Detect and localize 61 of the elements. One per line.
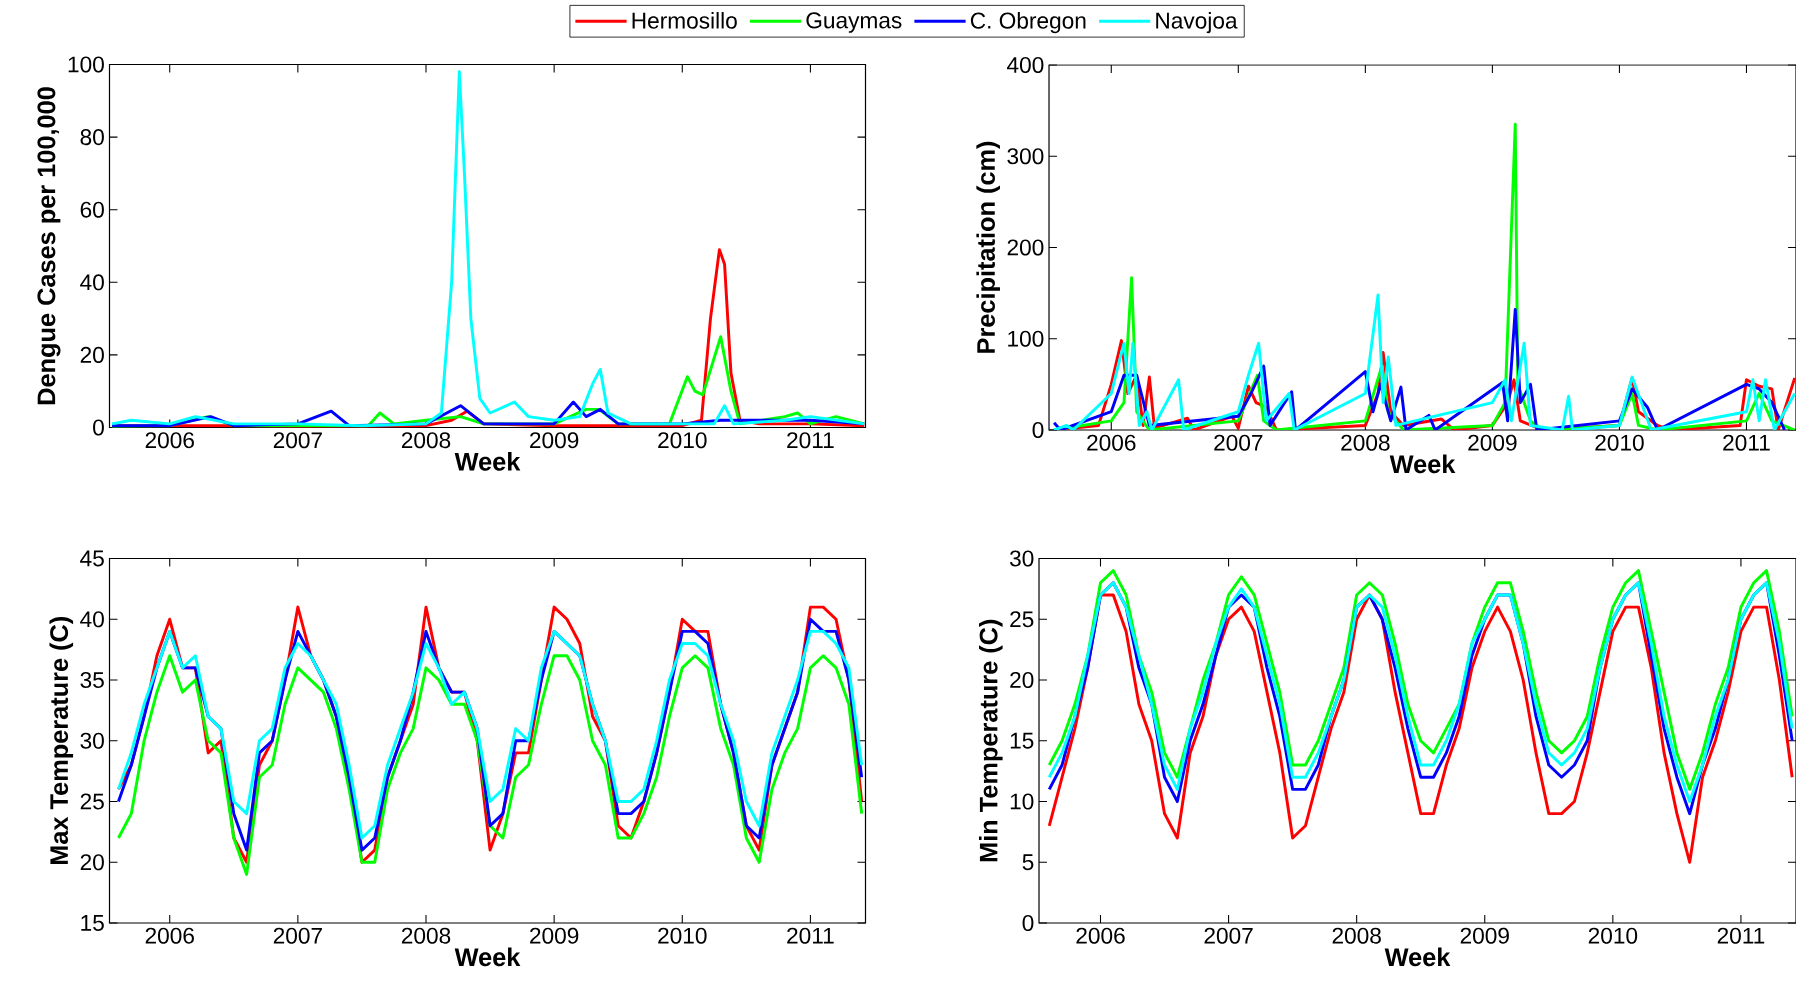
- x-axis-title: Week: [454, 947, 521, 967]
- x-tick-label: 2011: [787, 927, 834, 944]
- x-tick-label: 2006: [1087, 434, 1136, 451]
- x-tick-label: 2011: [1717, 927, 1765, 944]
- legend-label: C. Obregon: [970, 12, 1086, 34]
- x-tick-label: 2007: [273, 432, 322, 449]
- y-tick-label: 100: [1008, 330, 1044, 347]
- x-tick-label: 2007: [273, 927, 322, 944]
- x-tick-label: 2008: [1341, 434, 1390, 451]
- x-tick-label: 2009: [1460, 927, 1509, 944]
- y-tick-label: 0: [93, 419, 104, 436]
- y-tick-label: 30: [1009, 550, 1034, 567]
- x-tick-label: 2007: [1214, 434, 1263, 451]
- y-tick-label: 40: [80, 611, 104, 628]
- y-axis-title: Max Temperature (C): [49, 617, 74, 865]
- y-axis-title: Dengue Cases per 100,000: [37, 87, 61, 405]
- x-tick-label: 2009: [530, 432, 579, 449]
- y-tick-label: 20: [80, 346, 104, 363]
- y-tick-label: 35: [80, 671, 104, 689]
- y-tick-label: 200: [1007, 239, 1044, 256]
- x-tick-label: 2008: [1332, 927, 1381, 944]
- x-tick-label: 2006: [145, 432, 194, 449]
- x-tick-label: 2008: [401, 432, 451, 449]
- legend-label: Guaymas: [806, 12, 902, 33]
- y-tick-label: 80: [80, 129, 104, 146]
- y-axis-title: Precipitation (cm): [976, 141, 1000, 353]
- y-tick-label: 15: [81, 915, 104, 931]
- legend-label: Navojoa: [1156, 12, 1238, 34]
- y-tick-label: 400: [1007, 56, 1044, 74]
- y-tick-label: 15: [1010, 732, 1034, 749]
- y-tick-label: 0: [1022, 914, 1034, 932]
- x-tick-label: 2007: [1204, 927, 1253, 944]
- y-tick-label: 20: [80, 854, 104, 871]
- x-tick-label: 2009: [1468, 434, 1517, 451]
- x-tick-label: 2010: [1588, 927, 1638, 944]
- x-axis-title: Week: [1384, 947, 1451, 967]
- y-axis-title: Min Temperature (C): [978, 619, 1003, 862]
- x-tick-label: 2008: [401, 927, 451, 944]
- x-tick-label: 2006: [1076, 927, 1125, 944]
- x-axis-title: Week: [454, 452, 521, 471]
- x-axis-title: Week: [1389, 454, 1456, 474]
- y-tick-label: 30: [80, 732, 104, 749]
- x-tick-label: 2010: [658, 927, 707, 944]
- x-tick-label: 2009: [530, 927, 579, 944]
- x-tick-label: 2011: [787, 432, 834, 449]
- y-tick-label: 100: [68, 56, 104, 73]
- x-tick-label: 2010: [658, 432, 707, 449]
- y-tick-label: 5: [1022, 854, 1034, 871]
- y-tick-label: 10: [1010, 793, 1034, 810]
- y-tick-label: 0: [1032, 421, 1044, 439]
- y-tick-label: 45: [80, 550, 104, 567]
- y-tick-label: 60: [80, 201, 104, 218]
- x-tick-label: 2006: [145, 927, 194, 944]
- x-tick-label: 2011: [1723, 434, 1770, 451]
- y-tick-label: 25: [1010, 611, 1034, 628]
- y-tick-label: 25: [80, 793, 104, 810]
- x-tick-label: 2010: [1595, 434, 1644, 451]
- y-tick-label: 20: [1010, 671, 1034, 689]
- y-tick-label: 300: [1007, 148, 1044, 165]
- legend-label: Hermosillo: [632, 12, 737, 29]
- y-tick-label: 40: [80, 274, 104, 291]
